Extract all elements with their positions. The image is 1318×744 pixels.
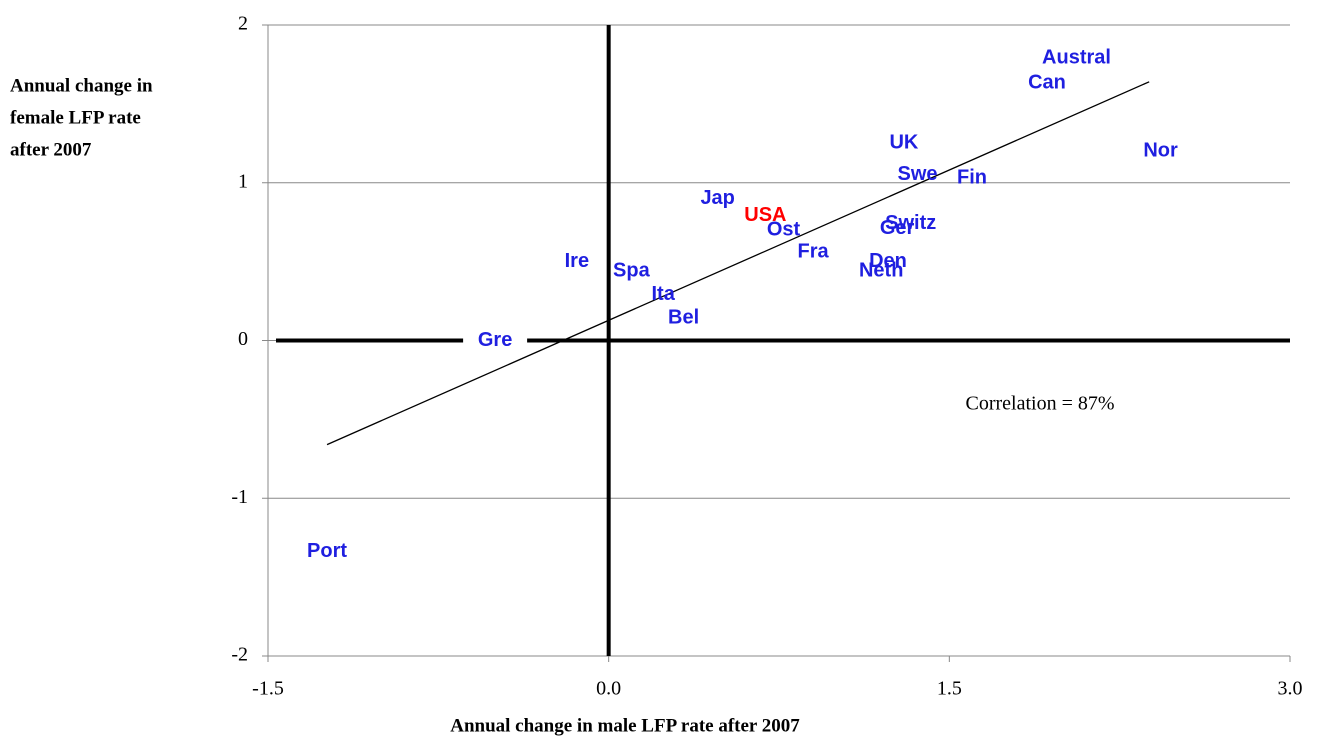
x-tick-label: -1.5 [252,678,284,700]
y-axis-title: after 2007 [10,139,92,160]
trendline [326,81,1150,446]
point-label: Can [1028,72,1066,94]
y-tick-label: 1 [238,170,248,192]
point-label: USA [744,204,786,226]
point-label: Nor [1143,139,1178,161]
point-label: Jap [700,187,734,209]
point-label: Ost [767,218,801,240]
annotation: Correlation = 87% [965,393,1114,415]
point-label: Ire [565,250,589,272]
point-label: Fra [798,240,830,262]
point-label: Neth [859,259,903,281]
x-tick-label: 3.0 [1278,678,1303,700]
y-axis-title: Annual change in [10,75,153,96]
label-background [463,327,528,354]
point-label: Switz [885,212,936,234]
y-axis-title: female LFP rate [10,107,141,128]
point-label: Port [307,540,347,562]
point-label: UK [889,132,918,154]
x-tick-label: 1.5 [937,678,962,700]
x-tick-label: 0.0 [596,678,621,700]
point-label: Bel [668,307,699,329]
point-label: Gre [478,329,512,351]
point-label: Ita [652,283,676,305]
point-label: Ger [880,217,915,239]
point-label: Den [869,250,907,272]
y-tick-label: 0 [238,328,248,350]
point-label: Austral [1042,46,1111,68]
y-tick-label: -1 [231,486,248,508]
point-label: Spa [613,259,651,281]
y-tick-label: 2 [238,13,248,35]
x-axis-title: Annual change in male LFP rate after 200… [450,715,800,736]
point-label: Fin [957,166,987,188]
y-tick-label: -2 [231,644,248,666]
point-label: Swe [898,163,938,185]
